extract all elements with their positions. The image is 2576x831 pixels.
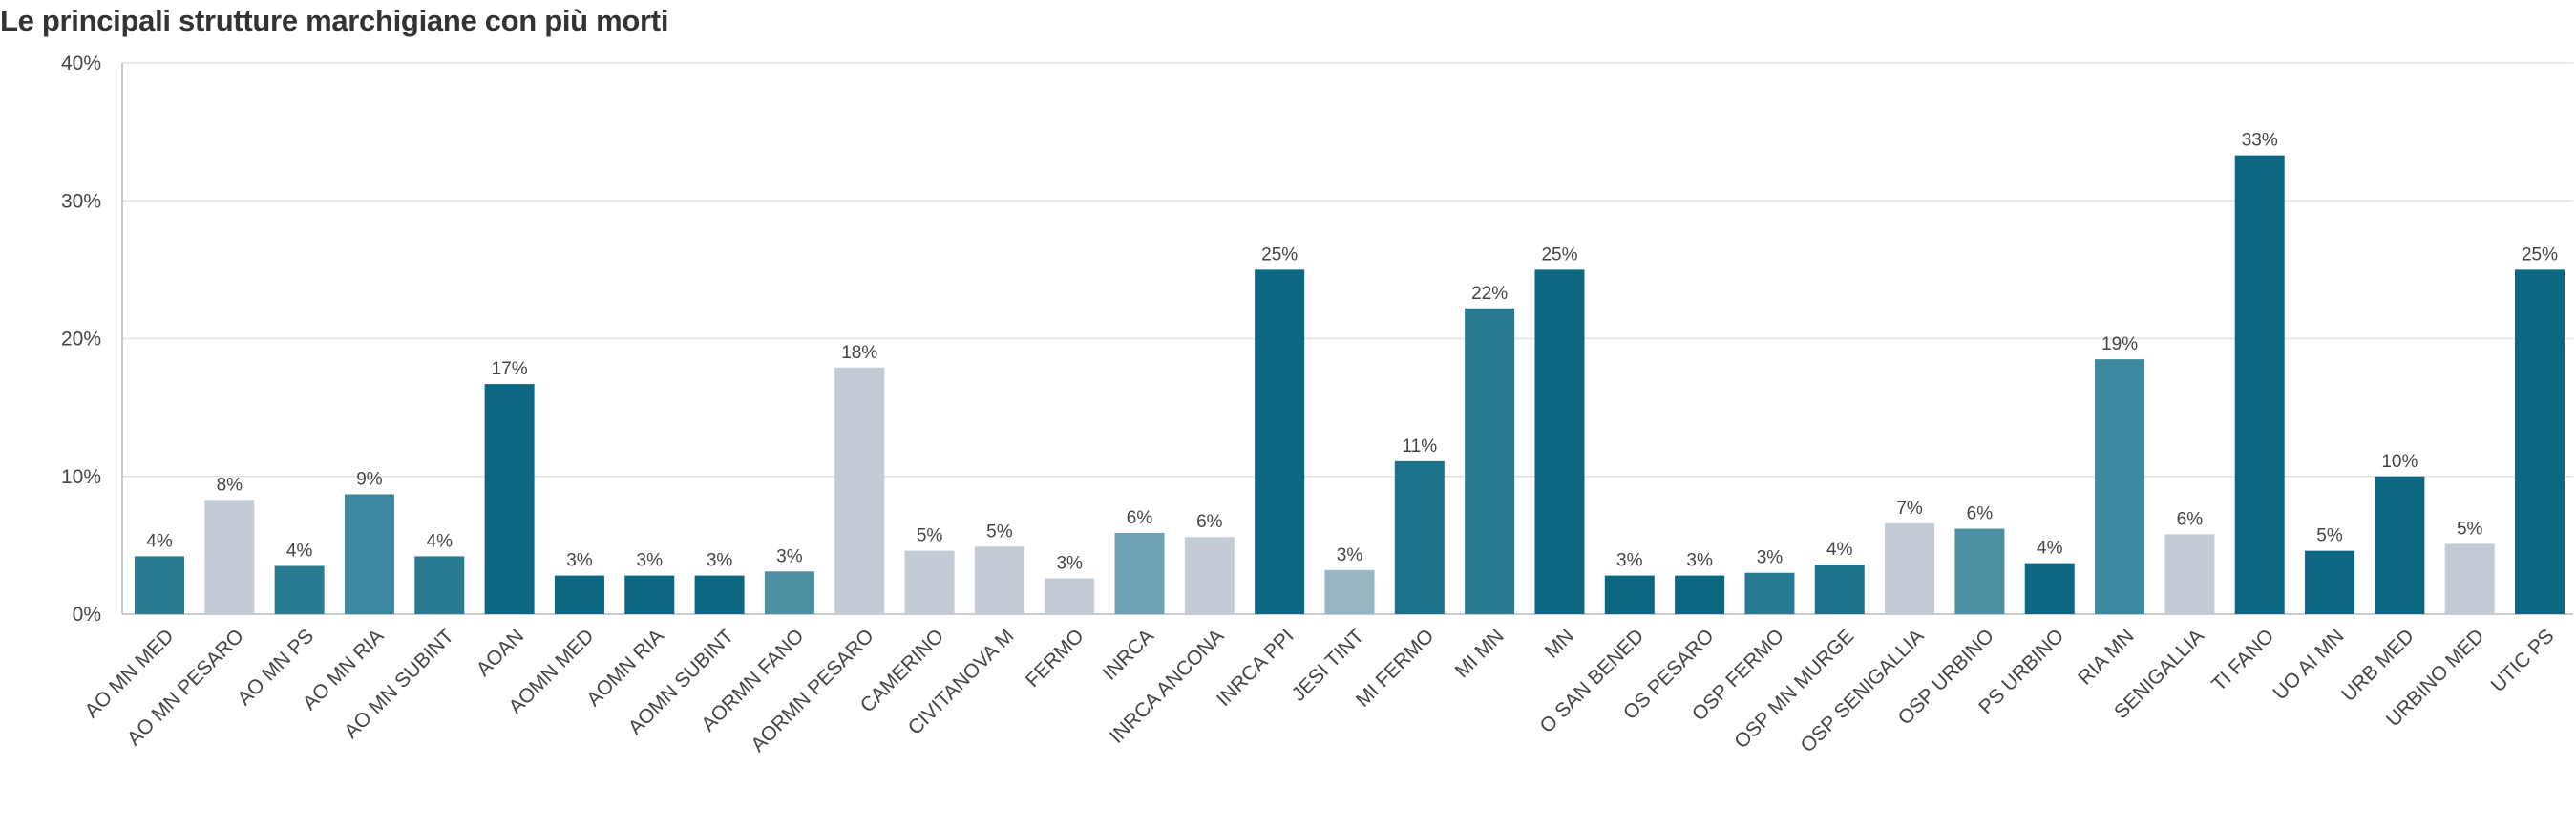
bar-value-label: 4% (427, 531, 454, 551)
bar-value-label: 11% (1403, 437, 1438, 457)
bar (1604, 575, 1655, 614)
bar (2234, 155, 2285, 614)
bar-value-label: 4% (2037, 539, 2063, 559)
y-axis-ticks: 0% 10% 20% 30% 40% (61, 53, 101, 626)
bar-value-label: 17% (492, 359, 528, 379)
x-tick-label: AORMN PESARO (747, 625, 878, 756)
bar-value-label: 3% (1757, 548, 1784, 568)
bar (135, 556, 184, 614)
x-tick-label: UTIC PS (2487, 625, 2559, 696)
bar-value-label: 3% (637, 551, 664, 571)
bar-value-label: 8% (217, 475, 243, 495)
bar-value-label: 3% (1337, 545, 1363, 565)
x-tick-label: MI MN (1451, 625, 1509, 682)
bars (135, 155, 2565, 614)
bar-value-label: 6% (2177, 509, 2204, 529)
bar (2095, 359, 2145, 614)
bar-value-label: 3% (707, 551, 733, 571)
bar (1744, 572, 1795, 614)
bar (1534, 269, 1585, 614)
bar (1324, 569, 1375, 614)
bar-value-label: 3% (1056, 553, 1083, 573)
bar (414, 556, 465, 614)
bar (1885, 522, 1935, 614)
bar (1675, 575, 1725, 614)
bar (2305, 550, 2355, 614)
bar-value-label: 6% (1967, 504, 1994, 524)
y-tick-label: 10% (61, 466, 101, 488)
bar (834, 367, 885, 614)
bar-value-label: 5% (2316, 526, 2343, 546)
bar-value-label: 33% (2242, 131, 2278, 151)
bar (1394, 460, 1445, 614)
bar (484, 384, 535, 614)
bar (1114, 532, 1165, 614)
x-tick-label: UO AI MN (2269, 625, 2348, 704)
y-tick-label: 30% (61, 190, 101, 212)
bar (904, 550, 955, 614)
bar-value-label: 4% (1826, 540, 1853, 560)
bar-value-label: 18% (841, 343, 877, 363)
bar (764, 571, 814, 614)
x-tick-label: AO MN PESARO (123, 625, 248, 750)
bar (1814, 565, 1865, 614)
bar (344, 494, 394, 614)
bar-value-label: 19% (2101, 334, 2138, 354)
bar (204, 500, 255, 614)
bar (974, 546, 1024, 614)
x-tick-label: INRCA (1099, 625, 1158, 684)
bar-value-label: 5% (917, 526, 943, 546)
bar-value-label: 4% (286, 542, 313, 562)
bar (1184, 537, 1235, 614)
x-tick-label: FERMO (1022, 625, 1088, 692)
y-tick-label: 20% (61, 329, 101, 351)
bar (2375, 476, 2425, 614)
bar-value-label: 25% (1261, 245, 1298, 265)
bar-value-label: 25% (1541, 245, 1577, 265)
bar (2024, 563, 2075, 614)
bar (624, 575, 675, 614)
x-tick-label: MN (1541, 625, 1578, 662)
bar-value-label: 6% (1127, 508, 1153, 528)
bar (2164, 534, 2215, 614)
bar-value-label: 6% (1196, 512, 1223, 532)
bar (554, 575, 604, 614)
bar-value-label: 7% (1896, 499, 1923, 519)
y-tick-label: 0% (73, 604, 101, 626)
bar (1465, 308, 1515, 614)
bar-value-label: 3% (776, 546, 803, 566)
bar (2515, 269, 2565, 614)
bar (1954, 528, 2005, 614)
x-tick-label: RIA MN (2074, 625, 2138, 689)
bar (1255, 269, 1305, 614)
bar-value-label: 4% (146, 531, 173, 551)
data-labels: 4% 8% 4% 9% 4% 17% 3% 3% 3% 3% 18% 5% 5% 3% 6% 6% 25% 3% 1… (146, 131, 2558, 574)
x-tick-label: TI FANO (2207, 625, 2278, 695)
bar-value-label: 5% (986, 522, 1013, 542)
bar (274, 565, 325, 614)
bar (1045, 578, 1095, 614)
bar-value-label: 3% (1686, 551, 1713, 571)
y-tick-label: 40% (61, 53, 101, 75)
x-tick-label: OSP MN MURGE (1730, 625, 1858, 753)
chart-title: Le principali strutture marchigiane con … (0, 4, 669, 37)
x-tick-label: OSP SENIGALLIA (1796, 625, 1928, 756)
bar-value-label: 5% (2457, 519, 2483, 539)
bar-value-label: 9% (356, 470, 383, 490)
x-tick-label: AOAN (473, 625, 528, 680)
bar-value-label: 3% (1616, 551, 1643, 571)
bar-value-label: 25% (2522, 245, 2558, 265)
bar (2444, 543, 2495, 614)
bar (694, 575, 745, 614)
bar-value-label: 10% (2381, 452, 2418, 472)
bar-value-label: 22% (1471, 284, 1508, 304)
bar-value-label: 3% (566, 551, 593, 571)
